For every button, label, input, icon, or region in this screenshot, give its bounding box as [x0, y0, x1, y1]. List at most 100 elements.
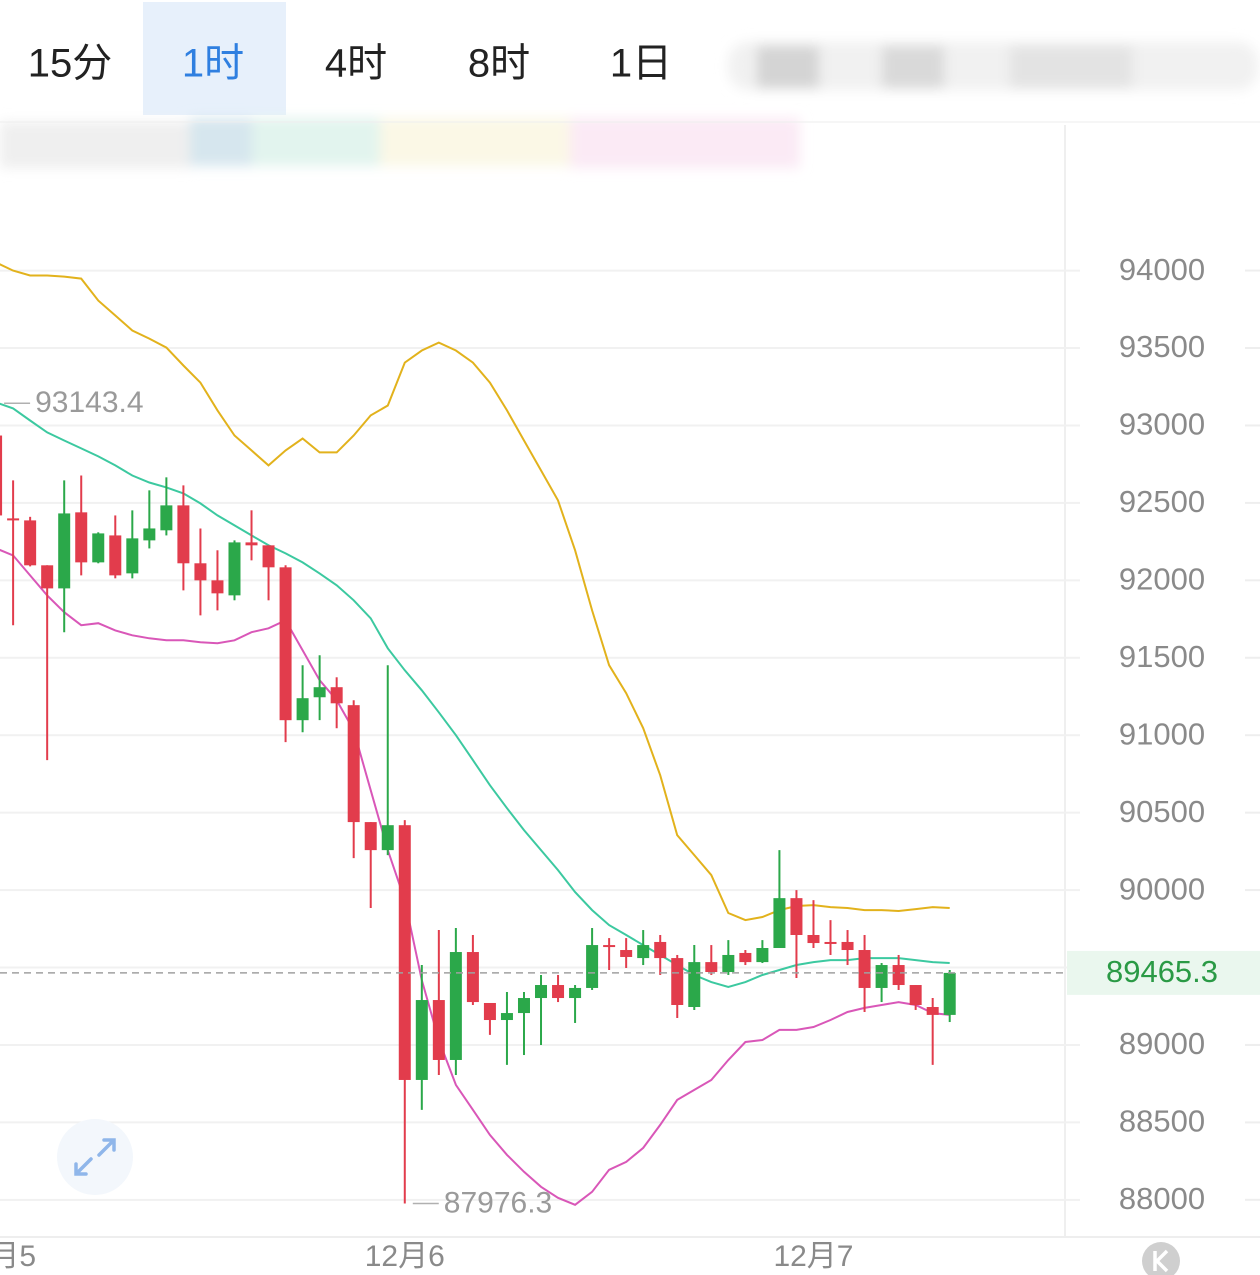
candle-body	[909, 985, 922, 1005]
y-tick-label: 91500	[1119, 639, 1205, 674]
y-tick-label: 90500	[1119, 794, 1205, 829]
candle-body	[313, 687, 326, 698]
blur-block	[1010, 46, 1132, 88]
tab[interactable]: 1日	[610, 42, 672, 86]
candle-body	[7, 518, 20, 521]
indicator-line	[0, 263, 950, 922]
blur-block	[570, 118, 800, 168]
candle-body	[926, 1007, 939, 1015]
candle-body	[552, 985, 565, 999]
candle-body	[466, 952, 479, 1003]
blur-block	[380, 118, 570, 166]
x-tick-label: 12月5	[0, 1240, 36, 1273]
candle-body	[620, 950, 633, 957]
y-tick-label: 88000	[1119, 1181, 1205, 1216]
candle-body	[517, 998, 530, 1014]
tab[interactable]: 15分	[28, 42, 113, 86]
candle-body	[637, 945, 650, 959]
candle-body	[347, 705, 360, 823]
overlay: 89465.3 93143.4 87976.3	[0, 386, 1260, 1219]
candle-body	[569, 987, 582, 999]
candle-body	[415, 1000, 428, 1080]
candle-body	[262, 545, 275, 568]
y-tick-label: 92500	[1119, 484, 1205, 519]
expand-icon	[74, 1138, 116, 1176]
candle-body	[398, 825, 411, 1080]
candle-body	[875, 965, 888, 988]
tab[interactable]: 8时	[468, 42, 530, 86]
candle-body	[654, 941, 667, 959]
blur-block	[882, 46, 944, 88]
candle-body	[892, 965, 905, 986]
y-tick-label: 89000	[1119, 1026, 1205, 1061]
y-tick-label: 94000	[1119, 252, 1205, 287]
candle-body	[381, 825, 394, 851]
blur-block	[252, 118, 380, 166]
y-tick-label: 92000	[1119, 562, 1205, 597]
candle-body	[858, 950, 871, 988]
candle-body	[943, 972, 956, 1015]
candle-body	[211, 580, 224, 594]
y-tick-label: 90000	[1119, 871, 1205, 906]
annotation-label: 87976.3	[444, 1186, 552, 1219]
logo-mark	[1153, 1249, 1169, 1273]
expand-button[interactable]	[57, 1119, 133, 1195]
x-tick-label: 12月6	[365, 1240, 445, 1273]
candle-body	[126, 538, 139, 574]
candle-body	[92, 533, 105, 563]
candle-body	[483, 1002, 496, 1021]
active-tab-bg	[143, 2, 286, 115]
candle-body	[160, 505, 173, 531]
candle-body	[194, 563, 207, 581]
candle-body	[58, 513, 71, 589]
indicator-line	[0, 548, 950, 1206]
candle-body	[245, 542, 258, 546]
candle-body	[449, 952, 462, 1060]
grid: 8800088500890008950090000905009100091500…	[0, 252, 1260, 1273]
y-tick-label: 93000	[1119, 407, 1205, 442]
candle-body	[688, 962, 701, 1008]
indicator-line	[0, 402, 950, 989]
candle-body	[279, 567, 292, 721]
y-tick-label: 88500	[1119, 1104, 1205, 1139]
candle-body	[586, 945, 599, 988]
last-price-label: 89465.3	[1106, 954, 1218, 989]
candle-body	[722, 954, 735, 973]
candle-body	[228, 542, 241, 596]
y-tick-label: 91000	[1119, 716, 1205, 751]
blur-block	[757, 46, 819, 88]
expand-bg	[57, 1119, 133, 1195]
candle-body	[535, 985, 548, 999]
blur-block	[190, 118, 252, 166]
annotation-label: 93143.4	[35, 386, 143, 419]
candle-body	[330, 687, 343, 704]
candle-body	[432, 1000, 445, 1060]
candle-body	[296, 698, 309, 721]
y-tick-label: 93500	[1119, 329, 1205, 364]
candle-body	[41, 565, 54, 589]
tab-bar: 15分 1时 4时 8时 1日	[28, 42, 672, 86]
blurred-controls	[0, 42, 1258, 168]
candle-body	[143, 528, 156, 541]
tab[interactable]: 1时	[182, 42, 244, 86]
candle-body	[705, 962, 718, 973]
logo	[1142, 1242, 1180, 1275]
last-price-bg	[1067, 950, 1260, 995]
candle-body	[671, 958, 684, 1005]
candle-body	[0, 435, 3, 516]
candle-body	[24, 520, 37, 566]
tab[interactable]: 4时	[325, 42, 387, 86]
candle-body	[824, 941, 837, 944]
blur-block	[0, 122, 190, 168]
candle-body	[756, 948, 769, 963]
candle-body	[807, 934, 820, 944]
plot-area	[0, 263, 956, 1206]
candle-body	[75, 512, 88, 563]
candle-body	[773, 898, 786, 949]
candle-body	[603, 945, 616, 948]
candle-body	[109, 535, 122, 576]
x-tick-label: 12月7	[773, 1240, 853, 1273]
candle-body	[364, 822, 377, 851]
candle-body	[177, 505, 190, 564]
